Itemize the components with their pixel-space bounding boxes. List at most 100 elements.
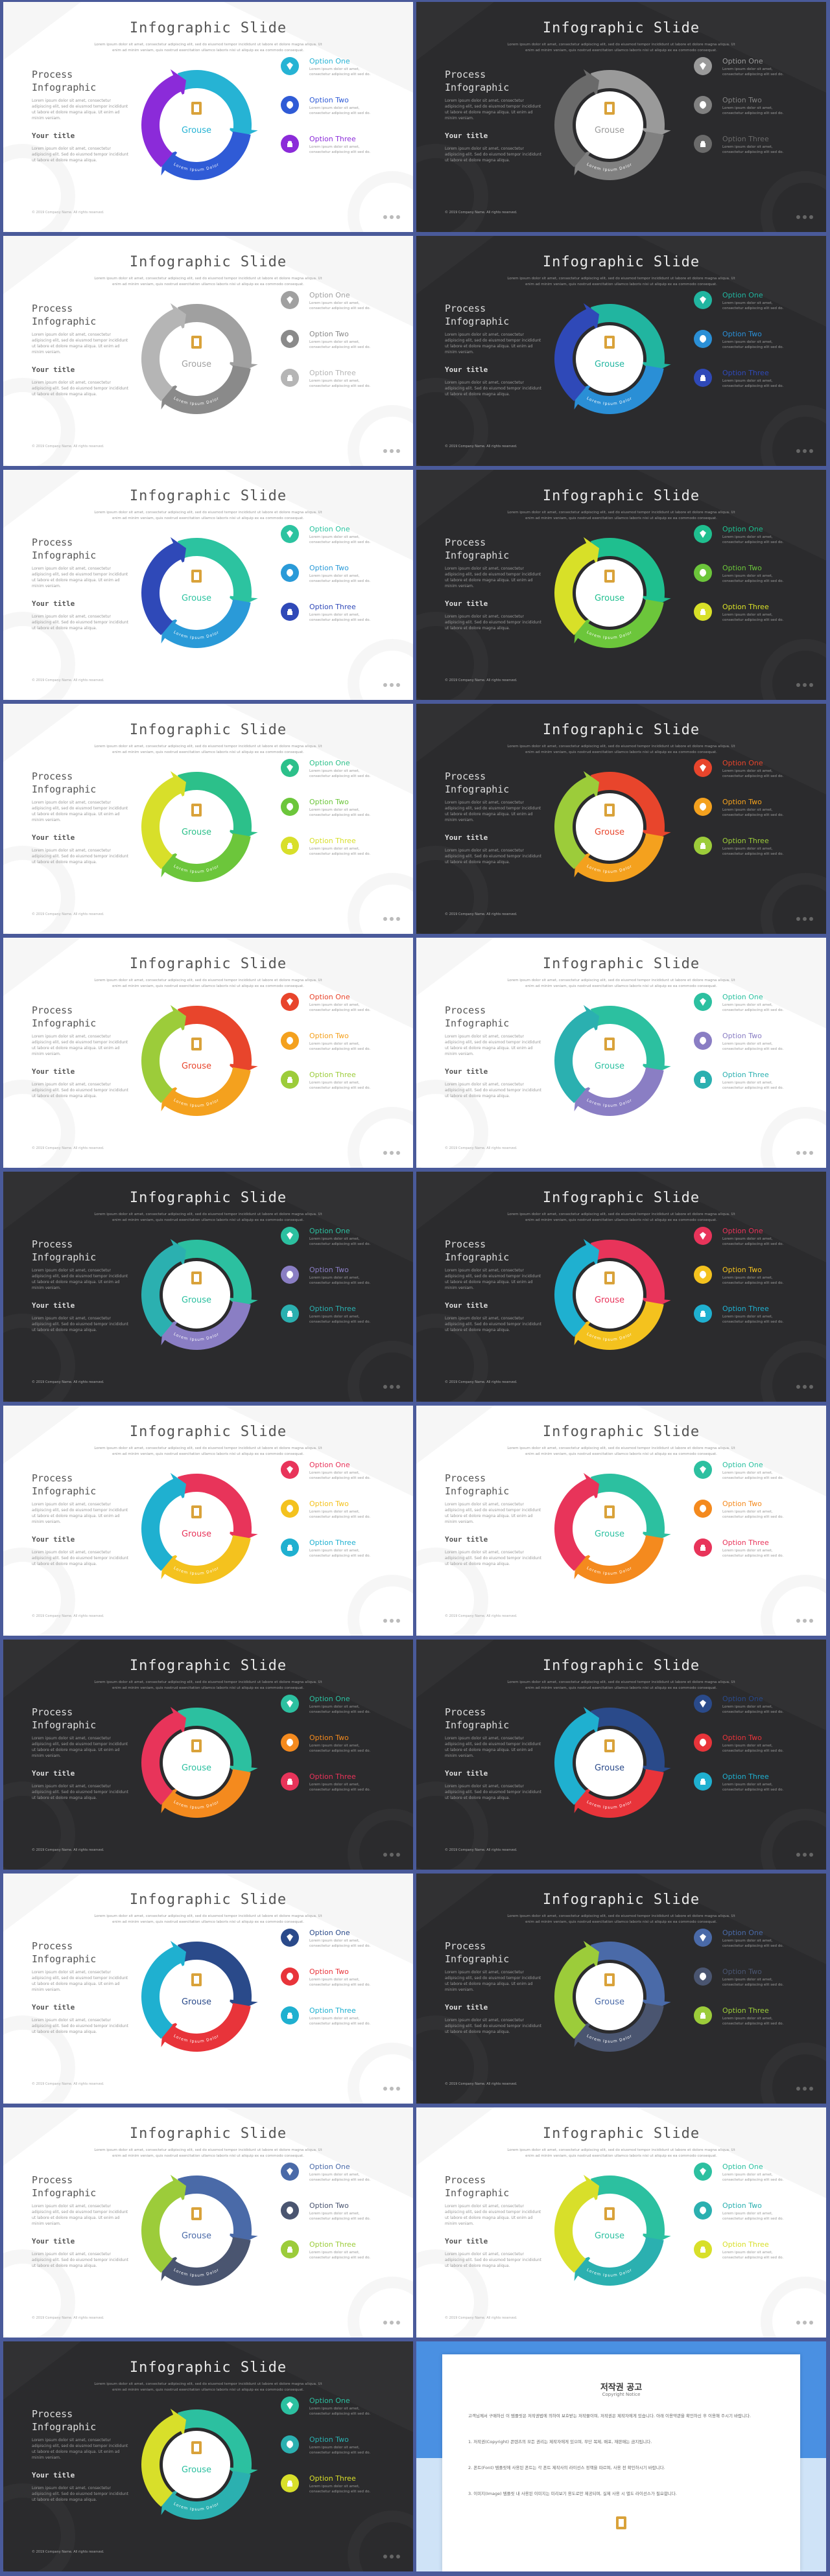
diamond-icon — [287, 1232, 293, 1240]
option-3: Option Three Lorem ipsum dolor sit amet, … — [281, 1071, 391, 1103]
slide-footer: © 2019 Company Name. All rights reserved… — [445, 679, 517, 682]
option-2: Option Two Lorem ipsum dolor sit amet, co… — [694, 2201, 804, 2234]
diamond-icon — [700, 998, 706, 1006]
process-description: Lorem ipsum dolor sit amet, consectetur … — [445, 2204, 541, 2226]
option-description: Lorem ipsum dolor sit amet, consectetur … — [722, 2017, 784, 2026]
slide-page-dots — [794, 209, 813, 222]
process-title: Process Infographic — [445, 771, 510, 795]
cycle-arrow-2 — [161, 2236, 251, 2286]
cycle-arrow-2 — [574, 1535, 664, 1584]
page-dot — [383, 2087, 387, 2091]
diamond-icon — [287, 2168, 293, 2176]
process-title: Process Infographic — [32, 1706, 97, 1731]
option-badge — [694, 1772, 712, 1791]
page-dot — [390, 1385, 394, 1389]
option-badge — [281, 2435, 299, 2454]
option-badge — [694, 1071, 712, 1089]
bg-ring — [766, 1113, 826, 1168]
option-description: Lorem ipsum dolor sit amet, consectetur … — [309, 1276, 371, 1285]
option-description: Lorem ipsum dolor sit amet, consectetur … — [722, 574, 784, 583]
process-title: Process Infographic — [32, 1472, 97, 1497]
your-title-description: Lorem ipsum dolor sit amet, consectetur … — [32, 1784, 128, 1800]
center-disc — [576, 1027, 643, 1095]
center-disc — [163, 1729, 230, 1796]
process-description: Lorem ipsum dolor sit amet, consectetur … — [32, 99, 128, 121]
your-title-heading: Your title — [32, 1301, 75, 1310]
option-description: Lorem ipsum dolor sit amet, consectetur … — [309, 1042, 371, 1051]
cycle-arrow-3 — [141, 303, 187, 402]
option-3: Option Three Lorem ipsum dolor sit amet, … — [694, 369, 804, 401]
option-badge — [281, 564, 299, 582]
slide-subtitle: Lorem ipsum dolor sit amet, consectetur … — [507, 1914, 735, 1924]
option-description: Lorem ipsum dolor sit amet, consectetur … — [309, 2212, 371, 2221]
option-label: Option Two — [722, 2201, 762, 2210]
cycle-arrow-2 — [574, 2002, 664, 2052]
slide-page-dots — [794, 1379, 813, 1391]
bg-ring — [353, 1581, 413, 1636]
option-1: Option One Lorem ipsum dolor sit amet, co… — [694, 291, 804, 323]
page-dot — [383, 1385, 387, 1389]
option-3: Option Three Lorem ipsum dolor sit amet, … — [694, 1305, 804, 1337]
process-description: Lorem ipsum dolor sit amet, consectetur … — [32, 1736, 128, 1758]
slide-title: Infographic Slide — [129, 2360, 287, 2376]
page-dot — [803, 917, 807, 921]
process-description: Lorem ipsum dolor sit amet, consectetur … — [32, 800, 128, 822]
option-3: Option Three Lorem ipsum dolor sit amet, … — [281, 135, 391, 167]
cycle-arrow-1 — [590, 1240, 671, 1308]
lock-icon — [287, 1778, 292, 1785]
your-title-description: Lorem ipsum dolor sit amet, consectetur … — [32, 146, 128, 163]
option-badge — [694, 837, 712, 855]
option-label: Option One — [309, 525, 350, 533]
option-description: Lorem ipsum dolor sit amet, consectetur … — [309, 2173, 371, 2182]
option-label: Option Three — [309, 603, 356, 611]
lock-icon — [287, 2012, 292, 2019]
option-label: Option Three — [309, 1305, 356, 1313]
slide-subtitle: Lorem ipsum dolor sit amet, consectetur … — [507, 1446, 735, 1456]
cycle-arrow-3 — [554, 1940, 600, 2039]
shield-icon — [287, 803, 293, 811]
option-label: Option One — [722, 1929, 763, 1937]
cycle-arrow-1 — [590, 70, 671, 139]
option-label: Option Two — [309, 1032, 349, 1040]
lock-icon — [287, 2480, 292, 2487]
option-label: Option Two — [309, 96, 349, 104]
option-label: Option Three — [309, 1772, 356, 1781]
your-title-heading: Your title — [445, 366, 488, 374]
diamond-icon — [287, 62, 293, 70]
cycle-arrow-2 — [161, 2002, 251, 2052]
option-1: Option One Lorem ipsum dolor sit amet, co… — [281, 1227, 391, 1259]
option-label: Option Three — [722, 2006, 769, 2015]
option-2: Option Two Lorem ipsum dolor sit amet, co… — [281, 1500, 391, 1532]
slide-page-dots — [794, 911, 813, 923]
process-title: Process Infographic — [445, 1940, 510, 1965]
lock-icon — [287, 2246, 292, 2253]
page-dot — [396, 2087, 400, 2091]
page-dot — [796, 2321, 800, 2325]
slide-12: Infographic Slide Lorem ipsum dolor sit a… — [416, 1172, 826, 1402]
shield-icon — [287, 1271, 293, 1279]
cycle-arrow-1 — [177, 1474, 258, 1542]
your-title-heading: Your title — [445, 1301, 488, 1310]
your-title-heading: Your title — [32, 1535, 75, 1544]
option-description: Lorem ipsum dolor sit amet, consectetur … — [309, 2017, 371, 2026]
option-description: Lorem ipsum dolor sit amet, consectetur … — [722, 1549, 784, 1558]
option-label: Option One — [309, 993, 350, 1001]
slide-subtitle: Lorem ipsum dolor sit amet, consectetur … — [507, 979, 735, 988]
option-3: Option Three Lorem ipsum dolor sit amet, … — [281, 603, 391, 635]
option-label: Option Two — [309, 1500, 349, 1508]
option-1: Option One Lorem ipsum dolor sit amet, co… — [281, 1929, 391, 1961]
option-badge — [694, 525, 712, 543]
option-label: Option Two — [722, 564, 762, 572]
option-3: Option Three Lorem ipsum dolor sit amet, … — [694, 603, 804, 635]
option-description: Lorem ipsum dolor sit amet, consectetur … — [722, 1744, 784, 1753]
cycle-arrow-3 — [554, 1238, 600, 1338]
lock-icon — [700, 1310, 706, 1317]
center-disc — [163, 2197, 230, 2264]
process-title: Process Infographic — [445, 1706, 510, 1731]
option-3: Option Three Lorem ipsum dolor sit amet, … — [281, 837, 391, 869]
cycle-arrow-1 — [177, 304, 258, 373]
lock-icon — [700, 609, 706, 615]
option-badge — [281, 291, 299, 309]
option-1: Option One Lorem ipsum dolor sit amet, co… — [694, 2163, 804, 2195]
